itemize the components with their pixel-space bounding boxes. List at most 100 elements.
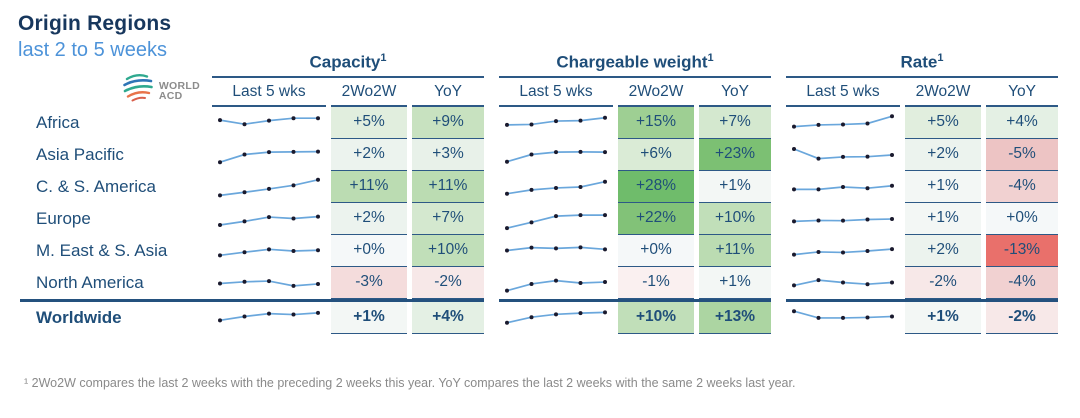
cell-chargeable_weight-yoy: +13% bbox=[699, 301, 771, 334]
sparkline-capacity bbox=[212, 267, 326, 299]
col-header-last5wks: Last 5 wks bbox=[499, 80, 613, 107]
footnote: ¹ 2Wo2W compares the last 2 weeks with t… bbox=[24, 376, 796, 390]
metric-group-rate: +1% -2% bbox=[786, 298, 1058, 334]
metric-group-rate: -2% -4% bbox=[786, 266, 1058, 299]
table-row: Asia Pacific +2% +3% +6% +23% +2% -5% bbox=[20, 138, 1058, 171]
sparkline-chargeable_weight bbox=[499, 203, 613, 235]
col-header-2wo2w: 2Wo2W bbox=[618, 80, 694, 107]
title-block: Origin Regions last 2 to 5 weeks WORLD A… bbox=[18, 12, 208, 107]
metric-group-rate: +2% -13% bbox=[786, 234, 1058, 267]
sparkline-capacity bbox=[212, 107, 326, 139]
cell-capacity-yoy: -2% bbox=[412, 266, 484, 299]
group-header-row: Capacity1 Chargeable weight1 Rate1 bbox=[20, 52, 1058, 78]
region-label: C. & S. America bbox=[36, 176, 156, 196]
cell-rate-2wo2w: +5% bbox=[905, 106, 981, 139]
cell-chargeable_weight-yoy: +11% bbox=[699, 234, 771, 267]
sparkline-chargeable_weight bbox=[499, 171, 613, 203]
cell-capacity-yoy: +3% bbox=[412, 138, 484, 171]
metric-group-chargeable_weight: +15% +7% bbox=[499, 106, 771, 139]
region-label: Worldwide bbox=[20, 298, 212, 331]
metric-group-capacity: +2% +7% bbox=[212, 202, 484, 235]
page-subtitle: last 2 to 5 weeks bbox=[18, 39, 167, 61]
cell-rate-yoy: -4% bbox=[986, 266, 1058, 299]
sparkline-chargeable_weight bbox=[499, 139, 613, 171]
cell-capacity-2wo2w: +2% bbox=[331, 202, 407, 235]
table-row: Africa +5% +9% +15% +7% +5% +4% bbox=[20, 106, 1058, 139]
col-header-yoy: YoY bbox=[986, 80, 1058, 107]
metric-group-capacity: +11% +11% bbox=[212, 170, 484, 203]
cell-chargeable_weight-2wo2w: +28% bbox=[618, 170, 694, 203]
cell-capacity-yoy: +7% bbox=[412, 202, 484, 235]
cell-rate-yoy: +4% bbox=[986, 106, 1058, 139]
sparkline-rate bbox=[786, 171, 900, 203]
metric-group-chargeable_weight: +22% +10% bbox=[499, 202, 771, 235]
cell-rate-yoy: +0% bbox=[986, 202, 1058, 235]
cell-chargeable_weight-yoy: +10% bbox=[699, 202, 771, 235]
cell-capacity-2wo2w: +0% bbox=[331, 234, 407, 267]
cell-rate-yoy: -2% bbox=[986, 301, 1058, 334]
metric-group-rate: +2% -5% bbox=[786, 138, 1058, 171]
cell-capacity-2wo2w: +11% bbox=[331, 170, 407, 203]
cell-capacity-yoy: +9% bbox=[412, 106, 484, 139]
stats-table: Capacity1 Chargeable weight1 Rate1 Last … bbox=[20, 52, 1058, 334]
cell-capacity-yoy: +10% bbox=[412, 234, 484, 267]
group-header-rate: Rate1 bbox=[786, 52, 1058, 78]
metric-group-chargeable_weight: -1% +1% bbox=[499, 266, 771, 299]
cell-capacity-yoy: +4% bbox=[412, 301, 484, 334]
sparkline-rate bbox=[786, 235, 900, 267]
metric-group-chargeable_weight: +10% +13% bbox=[499, 298, 771, 334]
cell-capacity-2wo2w: +1% bbox=[331, 301, 407, 334]
cell-rate-2wo2w: +1% bbox=[905, 202, 981, 235]
cell-chargeable_weight-2wo2w: -1% bbox=[618, 266, 694, 299]
logo-wordmark: WORLD ACD bbox=[158, 79, 200, 102]
region-label: Asia Pacific bbox=[36, 144, 124, 164]
metric-group-chargeable_weight: +0% +11% bbox=[499, 234, 771, 267]
col-header-2wo2w: 2Wo2W bbox=[331, 80, 407, 107]
sparkline-chargeable_weight bbox=[499, 302, 613, 331]
cell-rate-2wo2w: +1% bbox=[905, 301, 981, 334]
cell-chargeable_weight-2wo2w: +22% bbox=[618, 202, 694, 235]
sparkline-rate bbox=[786, 267, 900, 299]
cell-chargeable_weight-2wo2w: +6% bbox=[618, 138, 694, 171]
cell-chargeable_weight-yoy: +23% bbox=[699, 138, 771, 171]
sparkline-chargeable_weight bbox=[499, 107, 613, 139]
metric-group-capacity: +1% +4% bbox=[212, 298, 484, 334]
page-title: Origin Regions bbox=[18, 12, 172, 35]
cell-rate-yoy: -13% bbox=[986, 234, 1058, 267]
cell-rate-2wo2w: +2% bbox=[905, 234, 981, 267]
sparkline-rate bbox=[786, 203, 900, 235]
sparkline-capacity bbox=[212, 302, 326, 331]
logo-word-1: WORLD bbox=[158, 79, 200, 92]
globe-icon bbox=[122, 74, 154, 107]
sparkline-capacity bbox=[212, 203, 326, 235]
sparkline-rate bbox=[786, 302, 900, 331]
region-label: Africa bbox=[36, 112, 80, 132]
table-row: M. East & S. Asia +0% +10% +0% +11% +2% -13% bbox=[20, 234, 1058, 267]
cell-capacity-2wo2w: +5% bbox=[331, 106, 407, 139]
cell-capacity-yoy: +11% bbox=[412, 170, 484, 203]
sparkline-chargeable_weight bbox=[499, 235, 613, 267]
cell-rate-yoy: -5% bbox=[986, 138, 1058, 171]
metric-group-capacity: +2% +3% bbox=[212, 138, 484, 171]
sparkline-rate bbox=[786, 107, 900, 139]
group-header-chargeable-weight: Chargeable weight1 bbox=[499, 52, 771, 78]
metric-group-rate: +1% -4% bbox=[786, 170, 1058, 203]
region-label: Europe bbox=[36, 208, 91, 228]
col-header-last5wks: Last 5 wks bbox=[212, 80, 326, 107]
cell-chargeable_weight-2wo2w: +10% bbox=[618, 301, 694, 334]
cell-capacity-2wo2w: -3% bbox=[331, 266, 407, 299]
cell-chargeable_weight-2wo2w: +15% bbox=[618, 106, 694, 139]
metric-group-chargeable_weight: +28% +1% bbox=[499, 170, 771, 203]
logo-word-2: ACD bbox=[158, 89, 183, 102]
sub-header-row: Last 5 wks 2Wo2W YoY Last 5 wks 2Wo2W Yo… bbox=[20, 80, 1058, 107]
metric-group-chargeable_weight: +6% +23% bbox=[499, 138, 771, 171]
metric-group-capacity: +0% +10% bbox=[212, 234, 484, 267]
cell-rate-2wo2w: -2% bbox=[905, 266, 981, 299]
cell-chargeable_weight-yoy: +1% bbox=[699, 170, 771, 203]
sparkline-capacity bbox=[212, 171, 326, 203]
metric-group-capacity: +5% +9% bbox=[212, 106, 484, 139]
metric-group-capacity: -3% -2% bbox=[212, 266, 484, 299]
metric-group-rate: +1% +0% bbox=[786, 202, 1058, 235]
col-header-2wo2w: 2Wo2W bbox=[905, 80, 981, 107]
cell-capacity-2wo2w: +2% bbox=[331, 138, 407, 171]
